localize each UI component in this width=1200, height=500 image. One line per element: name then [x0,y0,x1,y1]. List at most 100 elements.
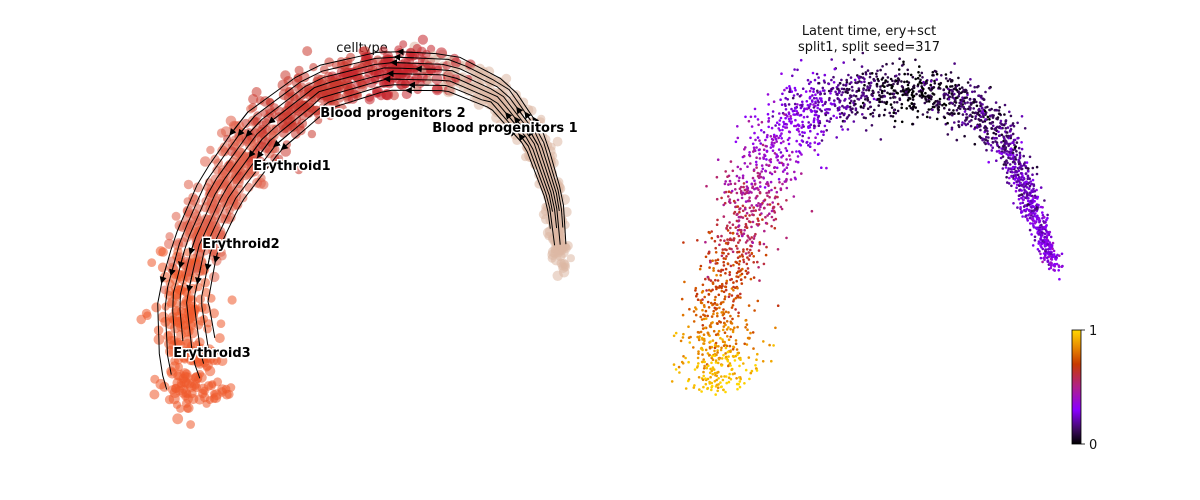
latent-time-point [812,87,815,91]
latent-time-point [681,313,685,317]
cell-point-erythroid3 [141,308,151,318]
latent-time-point [1028,209,1031,212]
latent-time-point [703,339,706,343]
latent-time-point [728,179,732,183]
latent-time-point [1041,206,1044,209]
latent-time-point [732,281,735,284]
latent-time-point [723,297,726,301]
latent-time-point [869,105,873,109]
latent-time-point [687,325,690,329]
latent-time-point [861,51,865,55]
latent-time-point [1046,234,1049,237]
latent-time-point [892,108,896,112]
latent-time-point [822,133,825,136]
latent-time-point [1013,162,1017,166]
latent-time-point [739,167,742,171]
latent-time-point [694,306,697,309]
latent-time-point [766,112,770,116]
latent-time-point [704,277,707,281]
latent-time-point [789,158,792,161]
latent-time-point [760,120,764,124]
latent-time-point [861,72,865,76]
latent-time-point [910,102,913,105]
latent-time-point [704,377,707,380]
latent-time-point [905,88,908,91]
latent-time-point [737,270,740,273]
cell-point-erythroid3 [183,326,194,337]
latent-time-point [749,248,752,252]
latent-time-point [707,288,711,292]
latent-time-point [711,354,714,358]
latent-time-point [929,80,933,83]
latent-time-point [770,209,774,213]
latent-time-point [848,105,852,109]
latent-time-point [780,132,783,135]
latent-time-point [1011,160,1015,164]
latent-time-point [672,363,676,366]
latent-time-point [920,71,924,75]
latent-time-point [738,207,741,211]
latent-time-point [1024,208,1028,212]
latent-time-point [979,104,982,108]
latent-time-point [702,367,706,370]
latent-time-point [692,320,696,323]
latent-time-point [816,132,819,136]
latent-time-point [910,88,914,91]
latent-time-point [1004,127,1008,130]
latent-time-point [960,86,964,89]
latent-time-point [1031,222,1034,225]
latent-time-point [778,161,781,164]
latent-time-point [1013,138,1017,142]
latent-time-point [950,128,954,131]
cell-point-erythroid2 [203,183,212,192]
latent-time-point [754,364,757,367]
latent-time-point [816,103,820,107]
cell-point-erythroid3 [227,295,237,305]
latent-time-point [752,237,756,240]
latent-time-point [1029,212,1032,216]
latent-time-point [681,336,685,339]
latent-time-point [730,189,734,193]
cell-point-erythroid1 [319,65,329,74]
latent-time-point [736,198,740,202]
latent-time-point [998,151,1001,155]
latent-time-point [751,331,755,334]
latent-time-point [831,86,835,90]
latent-time-point [753,234,756,238]
latent-time-point [764,169,767,173]
latent-time-point [936,99,939,103]
latent-time-point [835,136,838,139]
latent-time-point [984,118,987,121]
cell-point-blood-progenitors-1 [553,247,564,258]
latent-time-point [756,217,759,220]
latent-time-point [762,206,766,210]
latent-time-point [1058,277,1061,281]
latent-time-point [1047,267,1051,271]
latent-time-point [817,81,821,85]
latent-time-point [951,90,954,93]
latent-time-point [809,80,812,84]
latent-time-point [696,356,700,360]
latent-time-point [729,264,733,268]
latent-time-point [716,279,720,282]
latent-time-point [1046,243,1050,246]
latent-time-point [741,191,745,195]
latent-time-point [757,202,760,205]
latent-time-point [787,130,791,133]
latent-time-point [786,115,789,118]
latent-time-point [785,126,789,129]
latent-time-point [813,117,816,120]
cell-point-blood-progenitors-2 [407,63,418,73]
latent-time-point [907,81,911,84]
latent-time-point [1049,252,1052,255]
latent-time-point [768,343,771,347]
latent-time-point [903,72,906,76]
latent-time-point [757,123,760,127]
latent-time-point [779,187,783,190]
latent-time-point [1019,206,1022,209]
latent-time-point [1017,162,1021,166]
latent-time-point [726,335,729,338]
latent-time-point [779,151,783,154]
latent-time-point [710,230,713,233]
latent-time-point [846,91,849,94]
